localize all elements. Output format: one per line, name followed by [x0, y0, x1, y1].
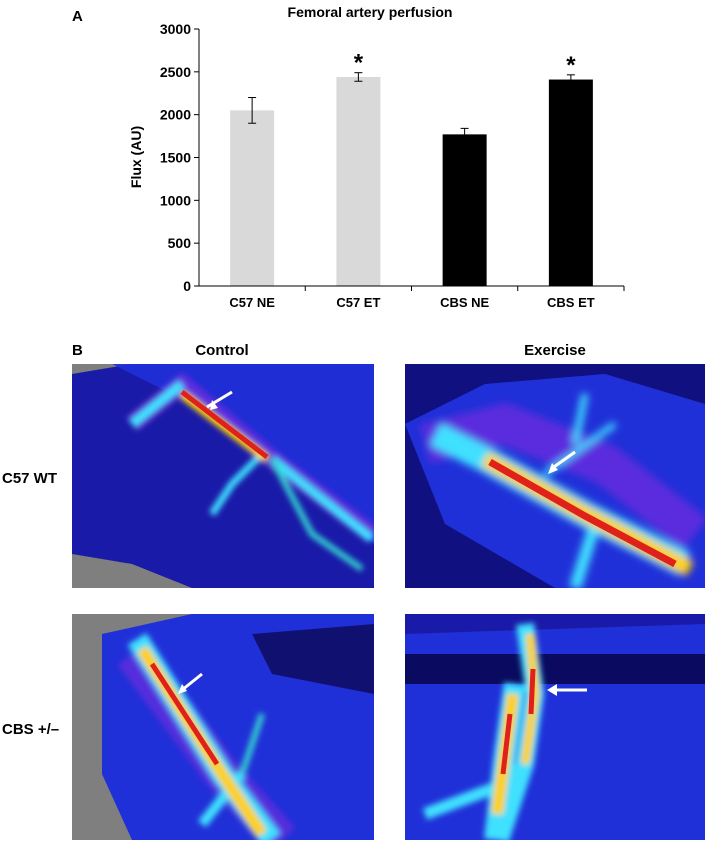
- significance-marker: *: [354, 50, 364, 77]
- perfusion-image-c57-exercise: [405, 364, 705, 588]
- y-axis-label: Flux (AU): [128, 126, 144, 188]
- row-label-cbs: CBS +/–: [2, 721, 60, 738]
- perfusion-image-cbs-exercise: [405, 614, 705, 840]
- y-tick-label: 3000: [160, 21, 191, 37]
- bar-chart: Femoral artery perfusion Flux (AU) 0 500 1…: [128, 4, 625, 310]
- x-tick-label: CBS NE: [440, 295, 489, 310]
- y-tick-label: 1500: [160, 150, 191, 166]
- y-tick-label: 1000: [160, 192, 191, 208]
- bars: * *: [230, 50, 593, 287]
- bar: [336, 76, 381, 287]
- chart-title: Femoral artery perfusion: [288, 4, 453, 20]
- significance-marker: *: [566, 52, 576, 79]
- y-tick-label: 500: [168, 235, 192, 251]
- y-tick-label: 2000: [160, 107, 191, 123]
- y-tick-label: 2500: [160, 64, 191, 80]
- x-tick-label: C57 ET: [336, 295, 380, 310]
- panel-b-label: B: [72, 342, 83, 359]
- row-label-c57-wt: C57 WT: [2, 470, 58, 487]
- column-label-control: Control: [195, 342, 249, 359]
- y-tick-label: 0: [183, 278, 191, 294]
- panel-a-label: A: [72, 8, 83, 25]
- x-tick-label: C57 NE: [229, 295, 275, 310]
- column-label-exercise: Exercise: [524, 342, 586, 359]
- bar: [548, 79, 593, 286]
- x-tick-label: CBS ET: [547, 295, 595, 310]
- x-axis: C57 NE C57 ET CBS NE CBS ET: [199, 285, 625, 310]
- bar: [230, 110, 275, 286]
- perfusion-image-c57-control: [72, 364, 374, 588]
- perfusion-image-cbs-control: [72, 614, 374, 840]
- bar: [442, 134, 487, 286]
- y-axis: 0 500 1000 1500 2000 2500 3000: [160, 21, 200, 294]
